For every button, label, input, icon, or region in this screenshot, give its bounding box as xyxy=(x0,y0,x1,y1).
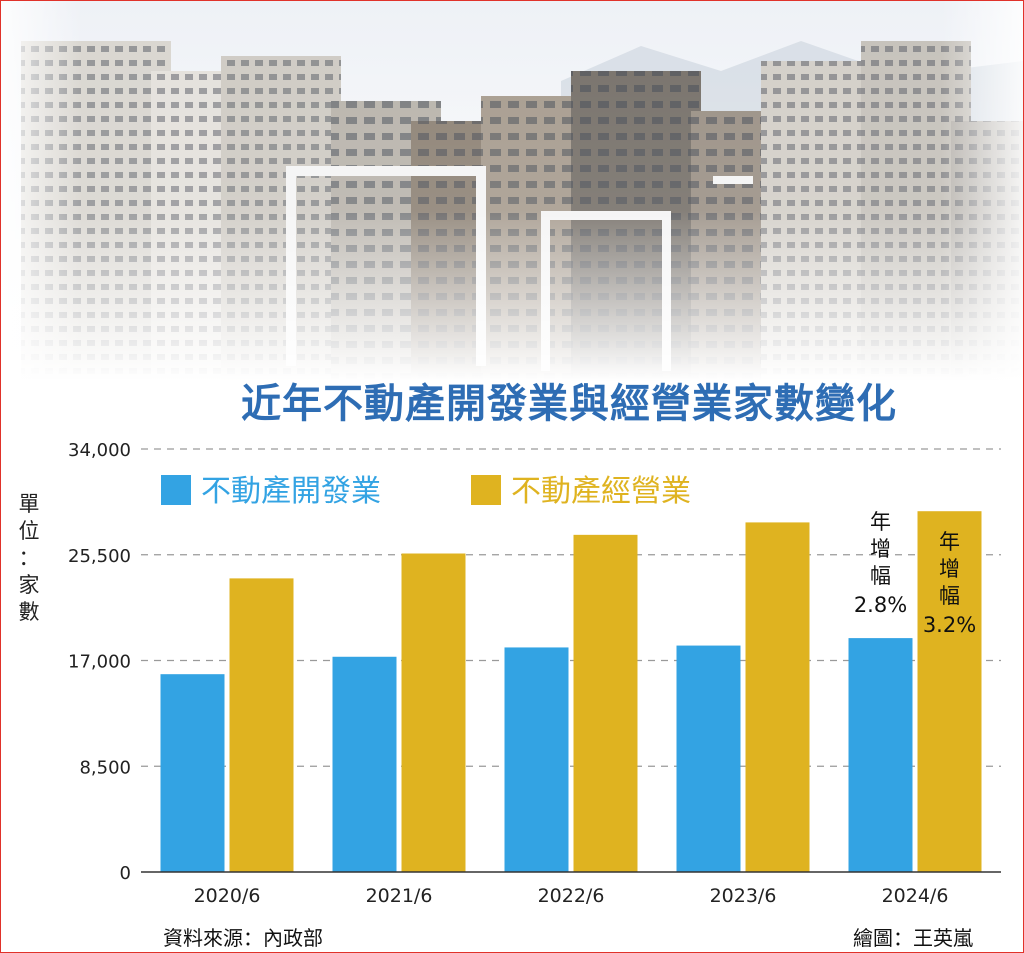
credit-note: 繪圖：王英嵐 xyxy=(853,926,973,950)
legend-label: 不動產開發業 xyxy=(201,474,381,509)
x-tick-label: 2020/6 xyxy=(194,885,261,907)
annotation-char: 年 xyxy=(939,530,960,554)
building-skyline-photo xyxy=(1,1,1023,381)
bar-management-4 xyxy=(917,511,982,872)
y-tick-label: 8,500 xyxy=(79,757,131,778)
annotation-char: 年 xyxy=(870,510,891,534)
bar-development-1 xyxy=(332,656,397,872)
y-axis-unit-char: 家 xyxy=(19,573,40,597)
legend-swatch xyxy=(161,475,191,505)
y-axis-unit-char: 位 xyxy=(19,519,40,543)
legend-swatch xyxy=(471,475,501,505)
bar-development-4 xyxy=(848,638,913,872)
legend-item-0: 不動產開發業 xyxy=(161,474,381,509)
annotation-value: 2.8% xyxy=(854,593,907,617)
bar-development-0 xyxy=(160,674,225,872)
bar-management-2 xyxy=(573,534,638,872)
legend-item-1: 不動產經營業 xyxy=(471,474,691,509)
y-tick-label: 34,000 xyxy=(68,440,131,461)
chart-title: 近年不動產開發業與經營業家數變化 xyxy=(241,381,897,427)
y-tick-label: 0 xyxy=(120,863,131,884)
y-axis-unit-char: ： xyxy=(19,546,40,570)
growth-annotation-1: 年增幅 3.2% xyxy=(923,530,976,637)
annotation-char: 增 xyxy=(939,557,960,581)
growth-annotation-0: 年增幅 2.8% xyxy=(854,510,907,617)
legend-label: 不動產經營業 xyxy=(511,474,691,509)
y-axis-unit-char: 單 xyxy=(19,492,40,516)
bar-management-1 xyxy=(401,553,466,872)
y-axis-unit-char: 數 xyxy=(19,600,40,624)
annotation-char: 幅 xyxy=(870,564,891,588)
y-tick-label: 17,000 xyxy=(68,652,131,673)
annotation-char: 增 xyxy=(870,537,891,561)
annotation-value: 3.2% xyxy=(923,613,976,637)
x-tick-label: 2022/6 xyxy=(538,885,605,907)
source-note: 資料來源：內政部 xyxy=(163,926,323,950)
bar-management-0 xyxy=(229,578,294,872)
bar-management-3 xyxy=(745,522,810,872)
bar-development-2 xyxy=(504,647,569,872)
x-tick-label: 2024/6 xyxy=(882,885,949,907)
annotation-char: 幅 xyxy=(939,584,960,608)
x-tick-label: 2023/6 xyxy=(710,885,777,907)
bar-development-3 xyxy=(676,645,741,872)
x-tick-label: 2021/6 xyxy=(366,885,433,907)
y-tick-label: 25,500 xyxy=(68,546,131,567)
